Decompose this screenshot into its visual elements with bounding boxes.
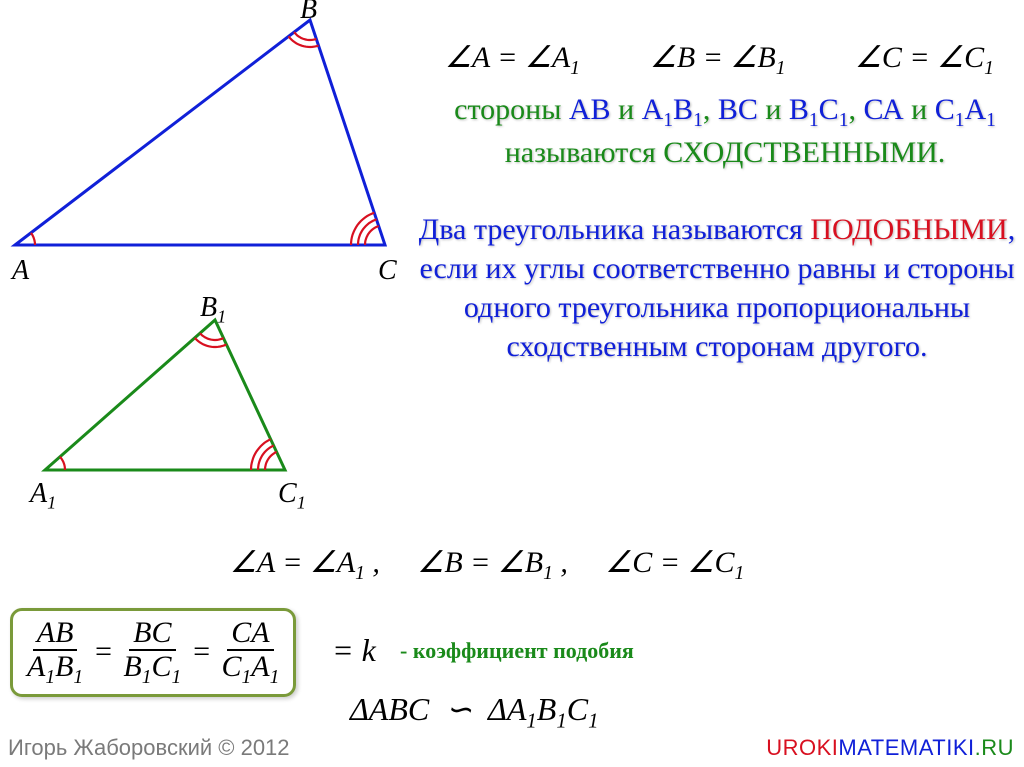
label-B: B: [300, 0, 317, 26]
label-C: C: [378, 255, 397, 287]
angle-eq-A: ∠A = ∠A1: [445, 40, 580, 80]
angle-eq-C: ∠C = ∠C1: [855, 40, 994, 80]
k-label: - коэффициент подобия: [400, 638, 634, 664]
sentence-shodstvennye: стороны АВ и А1В1, ВС и В1С1, СА и С1А1 …: [430, 90, 1020, 172]
eq-k: = k: [332, 632, 376, 669]
label-B1: B1: [200, 292, 226, 328]
footer-site: UROKIMATEMATIKI.RU: [766, 735, 1014, 761]
frac-AB: AB A1B1: [23, 617, 87, 688]
sentence-podobnye: Два треугольника называются ПОДОБНЫМИ, е…: [410, 210, 1024, 366]
label-A: A: [12, 255, 29, 287]
label-C1: C1: [278, 478, 306, 514]
angle-eq-B: ∠B = ∠B1: [650, 40, 785, 80]
ratio-box: AB A1B1 = BC B1C1 = CA C1A1: [10, 608, 296, 697]
similarity-statement: ΔABC ∽ ΔA1B1C1: [350, 690, 598, 733]
footer-author: Игорь Жаборовский © 2012: [8, 735, 290, 761]
angle-eq-bottom: ∠A = ∠A1 , ∠B = ∠B1 , ∠C = ∠C1: [230, 545, 744, 585]
label-A1: A1: [30, 478, 56, 514]
frac-CA: CA C1A1: [218, 617, 284, 688]
frac-BC: BC B1C1: [119, 617, 185, 688]
